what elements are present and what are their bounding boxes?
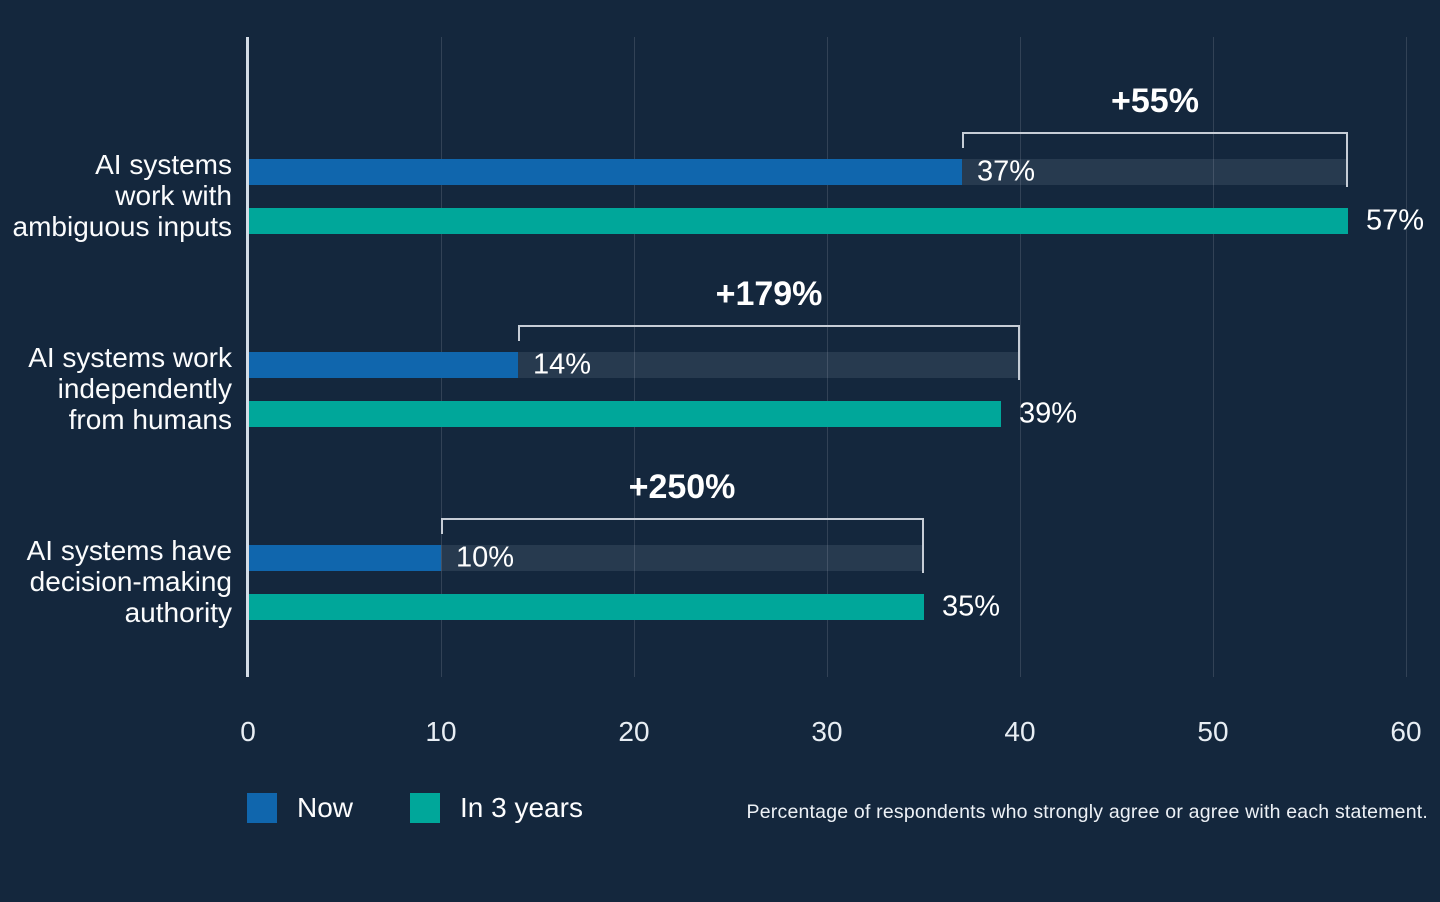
category-label: AI systems have decision-making authorit… xyxy=(26,535,232,628)
bracket-span-fill xyxy=(518,352,1020,378)
bracket-line xyxy=(441,518,924,520)
value-label-in-3-years: 39% xyxy=(1019,397,1078,430)
x-tick-label-20: 20 xyxy=(618,716,650,747)
change-label: +55% xyxy=(1111,82,1199,120)
bracket-left-tick xyxy=(441,518,443,534)
value-label-now: 10% xyxy=(456,541,515,574)
x-tick-label-60: 60 xyxy=(1390,716,1422,747)
x-tick-label-30: 30 xyxy=(811,716,843,747)
chart-footnote: Percentage of respondents who strongly a… xyxy=(746,801,1428,823)
bracket-right-tick xyxy=(1346,132,1348,187)
value-label-in-3-years: 57% xyxy=(1366,204,1425,237)
x-tick-label-10: 10 xyxy=(425,716,457,747)
bracket-span-fill xyxy=(962,159,1348,185)
bar-now xyxy=(249,159,962,185)
gridline-30 xyxy=(827,37,828,677)
bracket-right-tick xyxy=(922,518,924,573)
bracket-right-tick xyxy=(1018,325,1020,380)
bracket-line xyxy=(962,132,1348,134)
category-label: AI systems work independently from human… xyxy=(28,342,232,435)
bracket-span-fill xyxy=(441,545,924,571)
value-label-now: 37% xyxy=(977,155,1036,188)
value-label-now: 14% xyxy=(533,348,592,381)
bar-in-3-years xyxy=(249,208,1348,234)
gridline-50 xyxy=(1213,37,1214,677)
legend-label-in-3-years: In 3 years xyxy=(460,792,583,823)
bracket-left-tick xyxy=(962,132,964,148)
legend-item-in-3-years: In 3 years xyxy=(410,792,583,823)
category-label: AI systems work with ambiguous inputs xyxy=(12,149,232,242)
legend-item-now: Now xyxy=(247,792,354,823)
gridline-40 xyxy=(1020,37,1021,677)
x-tick-label-50: 50 xyxy=(1197,716,1229,747)
x-tick-label-40: 40 xyxy=(1004,716,1036,747)
gridline-60 xyxy=(1406,37,1407,677)
value-label-in-3-years: 35% xyxy=(942,590,1001,623)
legend-swatch-now xyxy=(247,793,277,823)
bar-in-3-years xyxy=(249,401,1001,427)
bar-in-3-years xyxy=(249,594,924,620)
gridline-20 xyxy=(634,37,635,677)
bar-now xyxy=(249,352,518,378)
legend-swatch-in-3-years xyxy=(410,793,440,823)
change-label: +179% xyxy=(715,275,823,313)
bar-now xyxy=(249,545,441,571)
bracket-line xyxy=(518,325,1020,327)
bracket-left-tick xyxy=(518,325,520,341)
change-label: +250% xyxy=(628,468,736,506)
x-tick-label-0: 0 xyxy=(240,716,256,747)
legend-label-now: Now xyxy=(297,792,354,823)
y-axis-line xyxy=(246,37,249,677)
